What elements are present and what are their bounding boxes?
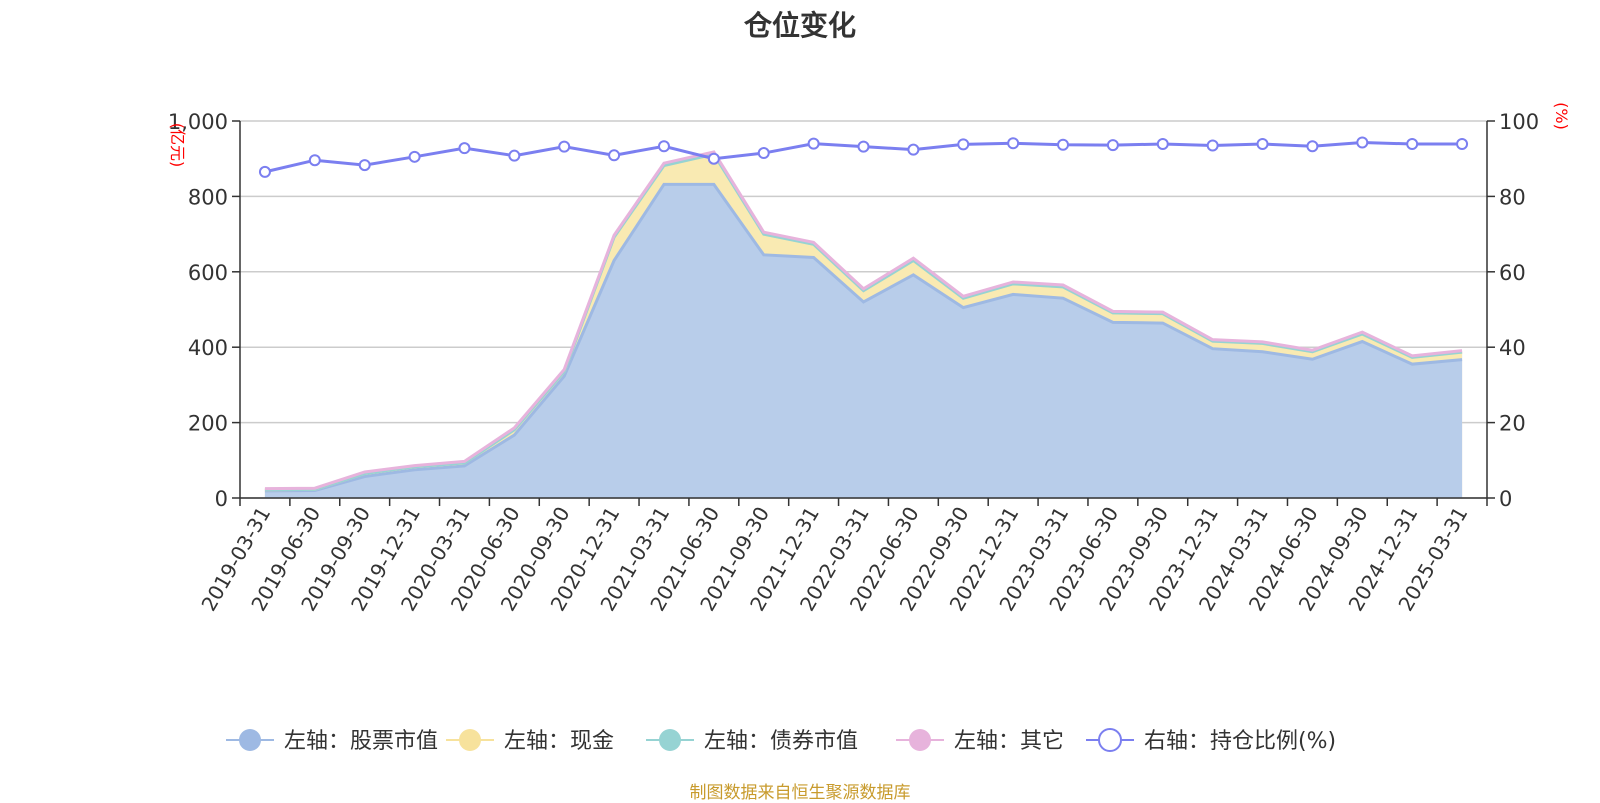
y-right-tick-label: 0 xyxy=(1499,487,1512,511)
ratio-point xyxy=(807,137,820,150)
ratio-point xyxy=(1406,137,1419,150)
legend-label: 左轴：债券市值 xyxy=(704,729,858,754)
ratio-point xyxy=(558,140,571,153)
ratio-point xyxy=(608,149,621,162)
y-left-tick-label: 600 xyxy=(188,261,228,285)
stacked-areas xyxy=(264,150,1463,498)
y-left-unit-label: (亿元) xyxy=(168,123,187,168)
legend-item: 左轴：股票市值 xyxy=(226,729,438,754)
ratio-point xyxy=(1256,137,1269,150)
y-right-tick-label: 20 xyxy=(1499,412,1526,436)
ratio-point xyxy=(1206,139,1219,152)
ratio-point xyxy=(1057,138,1070,151)
legend-item: 左轴：其它 xyxy=(896,729,1064,754)
ratio-point xyxy=(657,140,670,153)
legend-item: 右轴：持仓比例(%) xyxy=(1086,728,1336,754)
legend-item: 左轴：现金 xyxy=(446,729,614,754)
y-right-tick-label: 40 xyxy=(1499,336,1526,360)
area-edge-0 xyxy=(264,182,1463,493)
ratio-point xyxy=(1306,140,1319,153)
legend: 左轴：股票市值 左轴：现金 左轴：债券市值 左轴：其它 右轴：持仓比例(%) xyxy=(226,728,1336,754)
ratio-point xyxy=(707,152,720,165)
y-right-tick-label: 100 xyxy=(1499,110,1539,134)
ratio-point xyxy=(458,142,471,155)
ratio-point xyxy=(957,138,970,151)
ratio-point xyxy=(907,143,920,156)
y-right-tick-label: 80 xyxy=(1499,185,1526,209)
legend-marker xyxy=(239,729,261,751)
ratio-point xyxy=(1007,137,1020,150)
ratio-line xyxy=(258,136,1469,178)
ratio-point xyxy=(308,154,321,167)
source-note: 制图数据来自恒生聚源数据库 xyxy=(689,783,911,803)
y-left-tick-label: 800 xyxy=(188,185,228,209)
ratio-point xyxy=(1106,139,1119,152)
ratio-point xyxy=(1456,137,1469,150)
legend-marker xyxy=(1098,728,1122,752)
ratio-point xyxy=(508,149,521,162)
ratio-point xyxy=(1156,137,1169,150)
ratio-point xyxy=(757,147,770,160)
legend-label: 左轴：现金 xyxy=(504,729,614,754)
area-0 xyxy=(264,184,1463,498)
legend-label: 左轴：其它 xyxy=(954,729,1064,754)
legend-marker xyxy=(909,729,931,751)
ratio-point xyxy=(358,159,371,172)
y-left-tick-label: 200 xyxy=(188,412,228,436)
legend-marker xyxy=(659,729,681,751)
ratio-point xyxy=(408,150,421,163)
ratio-point xyxy=(1356,136,1369,149)
y-left-tick-label: 400 xyxy=(188,336,228,360)
y-right-unit-label: (%) xyxy=(1552,102,1571,130)
legend-label: 右轴：持仓比例(%) xyxy=(1144,729,1336,754)
legend-label: 左轴：股票市值 xyxy=(284,729,438,754)
legend-item: 左轴：债券市值 xyxy=(646,729,858,754)
area-edge-3 xyxy=(264,150,1463,491)
ratio-point xyxy=(258,165,271,178)
y-left-tick-label: 1,000 xyxy=(168,110,228,134)
chart-title: 仓位变化 xyxy=(743,9,856,42)
legend-marker xyxy=(459,729,481,751)
y-left-tick-label: 0 xyxy=(215,487,228,511)
ratio-point xyxy=(857,140,870,153)
y-right-tick-label: 60 xyxy=(1499,261,1526,285)
